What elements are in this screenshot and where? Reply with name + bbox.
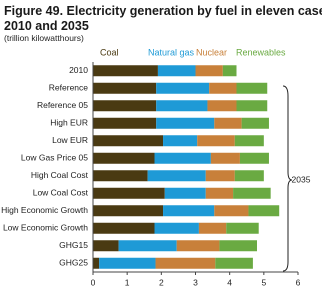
category-label: GHG15 xyxy=(59,240,88,250)
x-tick-label: 0 xyxy=(91,277,96,287)
bar-segment xyxy=(118,240,177,252)
legend-label: Natural gas xyxy=(148,47,195,57)
bar-segment xyxy=(93,117,157,129)
bar-segment xyxy=(93,100,157,112)
bar-segment xyxy=(155,257,216,269)
chart-title: Figure 49. Electricity generation by fue… xyxy=(4,4,322,18)
category-label: Low Gas Price 05 xyxy=(21,153,88,163)
bar-segment xyxy=(215,257,253,269)
bar-segment xyxy=(209,82,237,94)
bracket-label: 2035 xyxy=(292,174,311,184)
category-label: Low EUR xyxy=(52,135,88,145)
bar-segment xyxy=(195,65,223,77)
category-label: Reference 05 xyxy=(37,100,88,110)
bar-segment xyxy=(154,222,199,234)
chart-subtitle: (trillion kilowatthours) xyxy=(4,33,84,43)
bar-segment xyxy=(156,82,210,94)
bar-segment xyxy=(93,257,100,269)
bar-segment xyxy=(234,135,264,147)
bar-segment xyxy=(156,117,215,129)
bar-segment xyxy=(210,152,240,164)
bar-segment xyxy=(205,187,234,199)
category-label: Low Coal Cost xyxy=(33,188,89,198)
bar-segment xyxy=(197,135,235,147)
category-label: High EUR xyxy=(50,118,88,128)
bar-segment xyxy=(93,152,155,164)
bar-segment xyxy=(219,240,257,252)
bar-segment xyxy=(236,82,268,94)
legend-label: Nuclear xyxy=(196,47,227,57)
bar-segment xyxy=(248,205,280,217)
bar-segment xyxy=(198,222,227,234)
bar-segment xyxy=(156,100,208,112)
x-tick-label: 1 xyxy=(125,277,130,287)
x-tick-label: 4 xyxy=(227,277,232,287)
x-tick-label: 6 xyxy=(296,277,301,287)
bar-segment xyxy=(93,240,119,252)
x-tick-label: 5 xyxy=(261,277,266,287)
bar-segment xyxy=(93,222,155,234)
bar-segment xyxy=(233,187,271,199)
bar-segment xyxy=(214,205,249,217)
legend-label: Coal xyxy=(100,47,119,57)
chart-title: 2010 and 2035 xyxy=(4,19,89,33)
category-label: Low Economic Growth xyxy=(3,223,88,233)
bar-segment xyxy=(205,170,235,182)
bar-segment xyxy=(207,100,237,112)
bar-segment xyxy=(164,187,206,199)
bar-segment xyxy=(239,152,269,164)
bar-segment xyxy=(93,65,158,77)
bar-segment xyxy=(163,135,198,147)
bar-segment xyxy=(93,187,165,199)
category-label: Reference xyxy=(49,83,88,93)
bar-segment xyxy=(93,205,164,217)
bar-segment xyxy=(147,170,206,182)
category-label: High Economic Growth xyxy=(1,205,88,215)
category-label: 2010 xyxy=(69,65,88,75)
bar-segment xyxy=(93,170,148,182)
bar-segment xyxy=(222,65,237,77)
category-label: GHG25 xyxy=(59,258,88,268)
bar-segment xyxy=(99,257,156,269)
bar-segment xyxy=(93,135,164,147)
bar-segment xyxy=(154,152,211,164)
bar-segment xyxy=(176,240,220,252)
bar-segment xyxy=(236,100,268,112)
bar-segment xyxy=(234,170,264,182)
x-tick-label: 2 xyxy=(159,277,164,287)
bracket xyxy=(282,85,293,272)
legend-label: Renewables xyxy=(236,47,286,57)
bar-segment xyxy=(241,117,269,129)
bar-segment xyxy=(226,222,259,234)
category-label: High Coal Cost xyxy=(31,170,89,180)
bar-segment xyxy=(214,117,242,129)
bar-segment xyxy=(93,82,157,94)
x-tick-label: 3 xyxy=(193,277,198,287)
bar-segment xyxy=(163,205,215,217)
bar-segment xyxy=(157,65,196,77)
